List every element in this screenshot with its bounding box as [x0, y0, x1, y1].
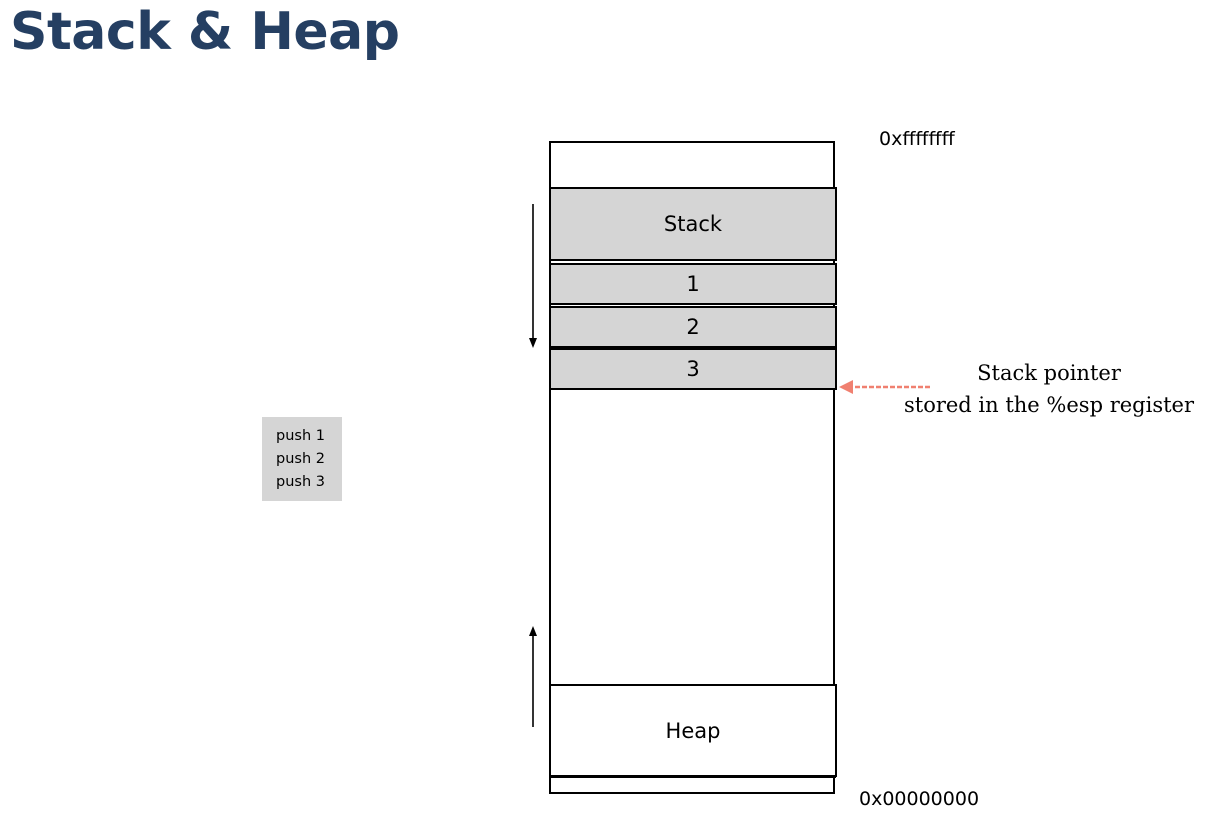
code-line: push 1: [276, 428, 325, 444]
heap-region: Heap: [549, 684, 837, 777]
code-line: push 2: [276, 451, 325, 467]
stack-frame-2: 2: [549, 306, 837, 348]
stack-frame-3: 3: [549, 348, 837, 390]
stack-frame-1: 1: [549, 263, 837, 305]
stack-pointer-note: Stack pointer stored in the %esp registe…: [894, 357, 1204, 421]
stack-growth-arrow: [529, 204, 537, 348]
heap-label: Heap: [665, 718, 721, 743]
stack-frame-value: 2: [686, 315, 700, 339]
stack-region: Stack: [549, 187, 837, 261]
address-bottom-label: 0x00000000: [859, 788, 980, 810]
memory-layout-column: [549, 141, 835, 794]
stack-frame-value: 1: [686, 272, 700, 296]
stack-label: Stack: [663, 212, 723, 236]
stack-pointer-note-line2: stored in the %esp register: [903, 393, 1194, 417]
code-line: push 3: [276, 474, 325, 490]
stack-frame-value: 3: [686, 357, 700, 381]
push-instructions-box: push 1 push 2 push 3: [262, 417, 342, 501]
stack-pointer-note-line1: Stack pointer: [977, 361, 1121, 385]
page-title: Stack & Heap: [10, 2, 400, 62]
heap-growth-arrow: [529, 626, 537, 727]
address-top-label: 0xffffffff: [879, 128, 955, 150]
stack-pointer-arrow: [839, 380, 930, 394]
